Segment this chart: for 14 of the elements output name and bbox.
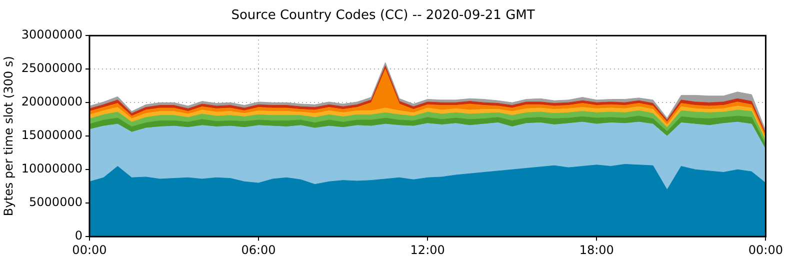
y-tick-label: 25000000 [21,61,82,76]
y-axis-title: Bytes per time slot (300 s) [1,56,16,216]
y-tick-label: 0 [74,228,82,243]
y-tick-label: 20000000 [21,94,82,109]
chart-title: Source Country Codes (CC) -- 2020-09-21 GMT [231,8,535,24]
y-tick-label: 15000000 [21,128,82,142]
x-tick-label: 00:00 [72,242,107,257]
y-tick-label: 5000000 [29,195,82,210]
x-tick-label: 06:00 [241,242,276,257]
y-tick-label: 10000000 [21,162,82,176]
y-tick-label: 30000000 [21,28,82,42]
x-tick-label: 00:00 [748,242,784,257]
x-tick-label: 12:00 [410,242,445,257]
x-tick-label: 18:00 [579,242,614,257]
